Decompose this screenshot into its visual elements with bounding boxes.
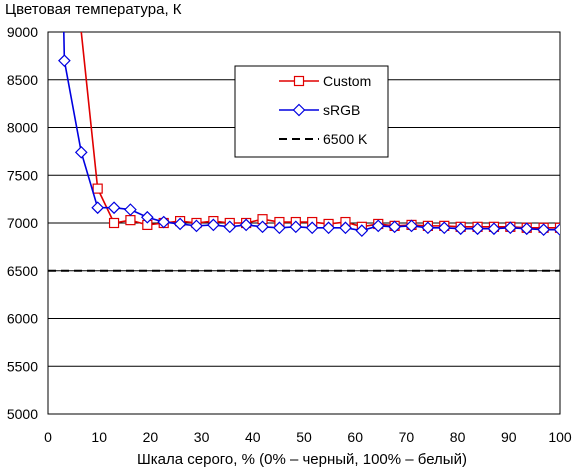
legend-label: 6500 K [323,131,368,147]
x-tick-label: 90 [501,429,517,445]
y-tick-labels: 5000 5500 6000 6500 7000 7500 8000 8500 9000 [7,24,38,422]
diamond-point [520,222,534,236]
y-tick-label: 7500 [7,167,38,183]
diamond-point [273,221,286,235]
x-tick-label: 10 [91,429,107,445]
diamond-point [190,219,203,233]
x-tick-label: 0 [44,429,52,445]
diamond-point [256,220,269,234]
square-point [108,217,120,229]
x-tick-label: 70 [399,429,415,445]
series-srgb [58,32,560,237]
diamond-point [553,223,560,237]
y-tick-label: 6000 [7,311,38,327]
y-tick-label: 5000 [7,406,38,422]
y-tick-label: 8500 [7,72,38,88]
diamond-point [305,221,319,235]
chart-title: Цветовая температура, К [5,1,182,18]
diamond-point [58,54,71,67]
diamond-point [107,201,121,215]
x-tick-labels: 0 10 20 30 40 50 60 70 80 90 100 [44,429,572,445]
x-tick-label: 60 [347,429,363,445]
y-tick-label: 9000 [7,24,38,40]
legend-label: Custom [323,73,371,89]
diamond-point [339,221,352,235]
diamond-point [454,222,468,236]
diamond-point [292,103,306,117]
diamond-point [223,220,237,234]
diamond-point [471,222,484,236]
diamond-point [355,224,369,237]
y-tick-label: 8000 [7,120,38,136]
legend: Custom sRGB 6500 K [234,65,389,158]
x-tick-label: 100 [548,429,572,445]
y-tick-label: 7000 [7,215,38,231]
diamond-point [207,218,220,232]
diamond-point [173,217,187,231]
diamond-point [503,221,517,235]
square-point [125,215,136,226]
legend-label: sRGB [323,102,360,118]
x-tick-label: 80 [450,429,466,445]
diamond-point [91,201,105,215]
y-tick-label: 5500 [7,358,38,374]
y-tick-label: 6500 [7,263,38,279]
x-tick-label: 20 [143,429,159,445]
diamond-point [157,215,171,229]
square-point [92,183,103,194]
diamond-point [388,220,401,234]
x-tick-label: 30 [194,429,210,445]
legend-item: 6500 K [279,131,368,147]
diamond-point [289,220,303,234]
diamond-point [371,219,385,233]
diamond-point [140,210,154,224]
diamond-point [421,221,435,235]
legend-item: Custom [279,73,371,89]
diamond-point [239,218,253,232]
diamond-point [405,219,418,233]
diamond-point [537,223,550,237]
diamond-point [74,145,88,159]
legend-item: sRGB [279,102,360,118]
x-axis-label: Шкала серого, % (0% – черный, 100% – бел… [137,451,467,467]
x-tick-label: 40 [245,429,261,445]
diamond-point [437,221,451,235]
diamond-point [124,203,137,216]
x-tick-label: 50 [296,429,312,445]
series-layer [58,32,560,237]
square-point [293,75,305,87]
diamond-point [322,221,335,235]
diamond-point [487,222,501,236]
